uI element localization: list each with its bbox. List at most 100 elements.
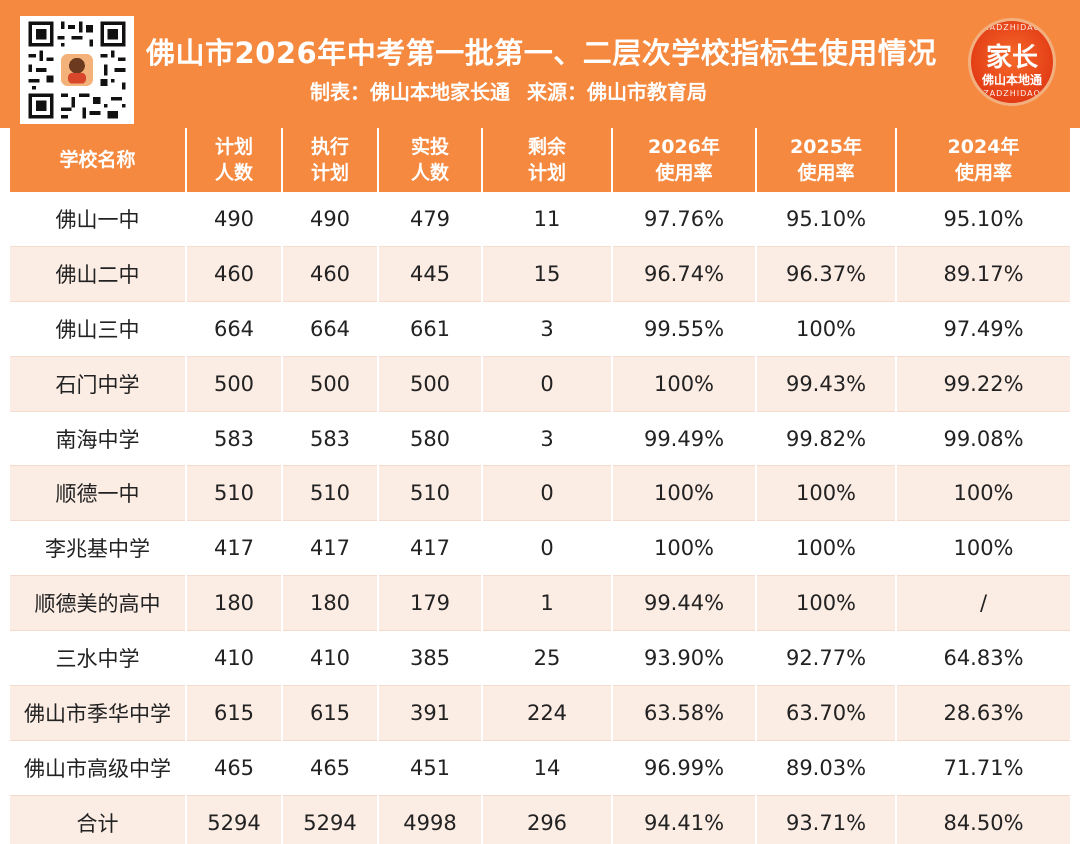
table-row: 佛山二中 460 460 445 15 96.74% 96.37% 89.17% (10, 246, 1070, 302)
cell-actual-count: 580 (378, 411, 483, 467)
table-row: 佛山一中 490 490 479 11 97.76% 95.10% 95.10% (10, 192, 1070, 247)
column-header-rate-2025: 2025年 使用率 (756, 128, 897, 192)
cell-rate-2024: 97.49% (896, 301, 1070, 357)
cell-plan-count: 460 (186, 246, 283, 302)
column-header-line: 计划 (527, 162, 566, 184)
cell-remaining-plan: 0 (482, 465, 613, 522)
column-header-exec-plan: 执行 计划 (282, 128, 379, 192)
cell-school-name: 佛山二中 (10, 246, 187, 302)
table-total-row: 合计 5294 5294 4998 296 94.41% 93.71% 84.50% (10, 795, 1070, 844)
cell-exec-plan: 465 (282, 740, 379, 796)
cell-rate-2026: 99.44% (612, 575, 757, 632)
maker-credit: 制表：佛山本地家长通 (310, 80, 510, 104)
cell-rate-2025: 100% (756, 575, 897, 632)
cell-exec-plan: 664 (282, 301, 379, 357)
cell-rate-2024: 89.17% (896, 246, 1070, 302)
table-row: 佛山三中 664 664 661 3 99.55% 100% 97.49% (10, 301, 1070, 357)
column-header-actual-count: 实投 人数 (378, 128, 483, 192)
cell-rate-2025: 96.37% (756, 246, 897, 302)
cell-actual-count: 391 (378, 685, 483, 741)
cell-plan-count: 664 (186, 301, 283, 357)
table-row: 南海中学 583 583 580 3 99.49% 99.82% 99.08% (10, 411, 1070, 467)
source-credit: 来源：佛山市教育局 (526, 80, 707, 104)
cell-actual-count: 510 (378, 465, 483, 522)
cell-rate-2025: 89.03% (756, 740, 897, 796)
cell-remaining-plan: 296 (482, 795, 613, 844)
cell-actual-count: 661 (378, 301, 483, 357)
cell-plan-count: 510 (186, 465, 283, 522)
cell-rate-2025: 100% (756, 301, 897, 357)
cell-rate-2025: 100% (756, 465, 897, 522)
cell-school-name: 顺德一中 (10, 465, 187, 522)
cell-exec-plan: 615 (282, 685, 379, 741)
cell-actual-count: 445 (378, 246, 483, 302)
cell-remaining-plan: 3 (482, 411, 613, 467)
cell-plan-count: 417 (186, 520, 283, 577)
column-header-line: 学校名称 (59, 149, 136, 171)
column-header-remaining-plan: 剩余 计划 (482, 128, 613, 192)
cell-remaining-plan: 3 (482, 301, 613, 357)
header-banner: 佛山市2026年中考第一批第一、二层次学校指标生使用情况 制表：佛山本地家长通 … (0, 0, 1080, 128)
cell-remaining-plan: 15 (482, 246, 613, 302)
cell-rate-2025: 63.70% (756, 685, 897, 741)
column-header-line: 人数 (214, 162, 253, 184)
cell-rate-2024: 100% (896, 465, 1070, 522)
cell-plan-count: 615 (186, 685, 283, 741)
cell-rate-2025: 99.43% (756, 356, 897, 412)
table-row: 三水中学 410 410 385 25 93.90% 92.77% 64.83% (10, 630, 1070, 687)
cell-school-name: 李兆基中学 (10, 520, 187, 577)
cell-remaining-plan: 25 (482, 630, 613, 687)
column-header-line: 实投 (410, 136, 449, 158)
table-row: 佛山市季华中学 615 615 391 224 63.58% 63.70% 28.63% (10, 685, 1070, 741)
cell-rate-2026: 99.49% (612, 411, 757, 467)
cell-rate-2024: 100% (896, 520, 1070, 577)
qr-code-icon (20, 16, 134, 124)
cell-exec-plan: 180 (282, 575, 379, 632)
cell-actual-count: 385 (378, 630, 483, 687)
cell-rate-2025: 95.10% (756, 192, 897, 247)
cell-actual-count: 500 (378, 356, 483, 412)
cell-rate-2024: 99.22% (896, 356, 1070, 412)
cell-exec-plan: 490 (282, 192, 379, 247)
cell-exec-plan: 510 (282, 465, 379, 522)
logo-main-text: 家长 (985, 43, 1038, 73)
column-header-rate-2026: 2026年 使用率 (612, 128, 757, 192)
cell-rate-2024: 71.71% (896, 740, 1070, 796)
cell-school-name: 顺德美的高中 (10, 575, 187, 632)
column-header-plan-count: 计划 人数 (186, 128, 283, 192)
cell-remaining-plan: 1 (482, 575, 613, 632)
cell-rate-2026: 99.55% (612, 301, 757, 357)
cell-rate-2026: 100% (612, 465, 757, 522)
cell-plan-count: 410 (186, 630, 283, 687)
cell-rate-2026: 96.99% (612, 740, 757, 796)
cell-remaining-plan: 0 (482, 356, 613, 412)
cell-rate-2026: 100% (612, 356, 757, 412)
cell-actual-count: 179 (378, 575, 483, 632)
column-header-line: 2024年 (947, 136, 1020, 158)
page-title: 佛山市2026年中考第一批第一、二层次学校指标生使用情况 (146, 36, 937, 70)
cell-rate-2026: 97.76% (612, 192, 757, 247)
jiazhang-logo-icon: ZADZHIDAO 家长 佛山本地通 ZADZHIDAO (968, 18, 1056, 106)
table-row: 佛山市高级中学 465 465 451 14 96.99% 89.03% 71.71% (10, 740, 1070, 796)
column-header-line: 执行 (310, 136, 349, 158)
cell-rate-2025: 93.71% (756, 795, 897, 844)
cell-exec-plan: 5294 (282, 795, 379, 844)
cell-plan-count: 490 (186, 192, 283, 247)
cell-plan-count: 583 (186, 411, 283, 467)
column-header-school-name: 学校名称 (10, 128, 187, 192)
cell-remaining-plan: 0 (482, 520, 613, 577)
cell-exec-plan: 417 (282, 520, 379, 577)
cell-rate-2024: 84.50% (896, 795, 1070, 844)
cell-remaining-plan: 14 (482, 740, 613, 796)
cell-school-name: 石门中学 (10, 356, 187, 412)
column-header-line: 2025年 (790, 136, 862, 158)
column-header-line: 计划 (310, 162, 349, 184)
cell-school-name: 三水中学 (10, 630, 187, 687)
cell-exec-plan: 500 (282, 356, 379, 412)
cell-actual-count: 479 (378, 192, 483, 247)
quota-usage-table: 学校名称 计划 人数 执行 计划 实投 人数 剩余 计划 2026年 使用率 2025年 使用率 2024… (10, 128, 1070, 844)
column-header-line: 使用率 (655, 162, 713, 184)
table-body: 佛山一中 490 490 479 11 97.76% 95.10% 95.10% 佛山二中 460… (10, 192, 1070, 844)
cell-plan-count: 180 (186, 575, 283, 632)
logo-sub-text: 佛山本地通 (981, 73, 1042, 87)
